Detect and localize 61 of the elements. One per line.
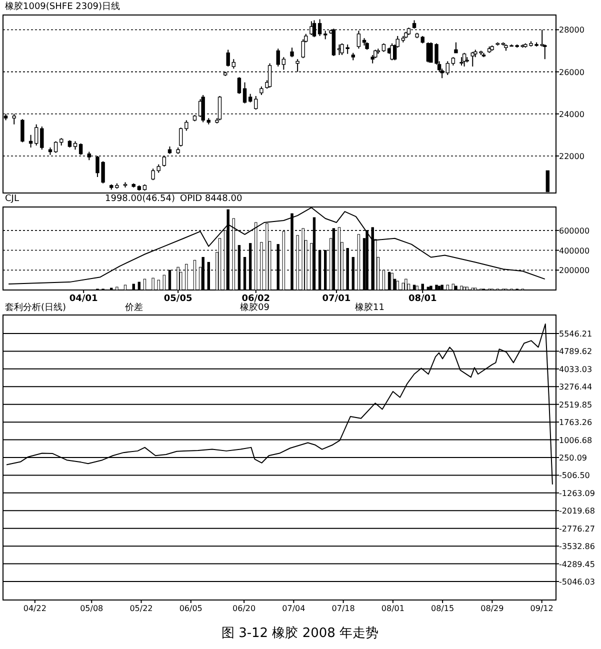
- y-tick-label: -4289.45: [559, 560, 595, 569]
- x-tick-label: 07/04: [282, 604, 306, 613]
- candlestick: [237, 76, 242, 94]
- y-tick-label: 1763.26: [559, 418, 592, 428]
- chart-title: 套利分析(日线): [5, 302, 66, 313]
- text: 价差: [124, 302, 143, 313]
- x-tick-label: 04/22: [23, 604, 46, 613]
- bar: [438, 286, 441, 290]
- candlestick: [282, 56, 286, 70]
- y-tick-label: 1006.68: [559, 436, 592, 445]
- y-tick-label: 5546.21: [559, 329, 592, 338]
- y-tick-label: 4033.03: [559, 364, 592, 374]
- x-tick-label: 04/01: [69, 294, 98, 304]
- text: 1998.00(46.54): [105, 194, 176, 204]
- y-tick-label: 3276.44: [559, 382, 592, 392]
- candlestick: [20, 118, 24, 143]
- text: 橡胶11: [355, 302, 384, 313]
- x-tick-label: 06/05: [179, 604, 202, 613]
- y-tick-label: 22000: [559, 152, 584, 161]
- bar: [404, 278, 408, 290]
- candlestick: [454, 42, 458, 54]
- x-tick-label: 07/18: [332, 604, 355, 613]
- y-tick-label: -3532.86: [559, 542, 595, 552]
- x-tick-label: 08/29: [480, 604, 504, 613]
- x-tick-label: 08/01: [381, 604, 404, 613]
- candlestick: [54, 140, 58, 154]
- candlestick: [242, 82, 247, 104]
- y-tick-label: 26000: [559, 68, 584, 77]
- chart-title: 橡胶1009(SHFE 2309)日线: [5, 1, 120, 12]
- x-tick-label: 08/01: [408, 294, 437, 304]
- bar: [462, 286, 466, 290]
- x-tick-label: 05/22: [130, 604, 153, 613]
- x-tick-label: 06/02: [242, 294, 270, 304]
- y-tick-label: 24000: [559, 110, 584, 119]
- y-tick-label: -2776.27: [559, 524, 595, 534]
- y-tick-label: 28000: [559, 26, 584, 35]
- candlestick: [451, 56, 456, 66]
- line-series: [6, 324, 553, 485]
- y-tick-label: 600000: [559, 226, 590, 236]
- y-tick-label: 400000: [559, 246, 590, 256]
- y-tick-label: -506.50: [559, 471, 590, 480]
- y-tick-label: 250.09: [559, 454, 587, 462]
- y-tick-label: 2519.85: [559, 400, 592, 410]
- y-tick-label: -1263.09: [559, 488, 595, 498]
- y-tick-label: 4789.62: [559, 347, 592, 356]
- candlestick: [260, 86, 264, 96]
- x-tick-label: 05/05: [164, 294, 192, 304]
- y-tick-label: -5046.03: [559, 578, 595, 587]
- y-tick-label: -2019.68: [559, 506, 595, 516]
- y-tick-label: 200000: [559, 266, 590, 276]
- x-tick-label: 06/20: [232, 604, 256, 613]
- x-tick-label: 08/15: [431, 604, 454, 613]
- chart-title: CJL: [5, 194, 19, 204]
- text: 橡胶09: [240, 302, 270, 313]
- caption: 图 3-12 橡胶 2008 年走势: [221, 626, 379, 641]
- text: OPID 8448.00: [180, 194, 242, 204]
- bar: [390, 272, 394, 290]
- x-tick-label: 09/12: [530, 604, 554, 613]
- x-tick-label: 05/08: [80, 604, 104, 613]
- candlestick: [176, 147, 180, 154]
- x-tick-label: 07/01: [322, 294, 351, 304]
